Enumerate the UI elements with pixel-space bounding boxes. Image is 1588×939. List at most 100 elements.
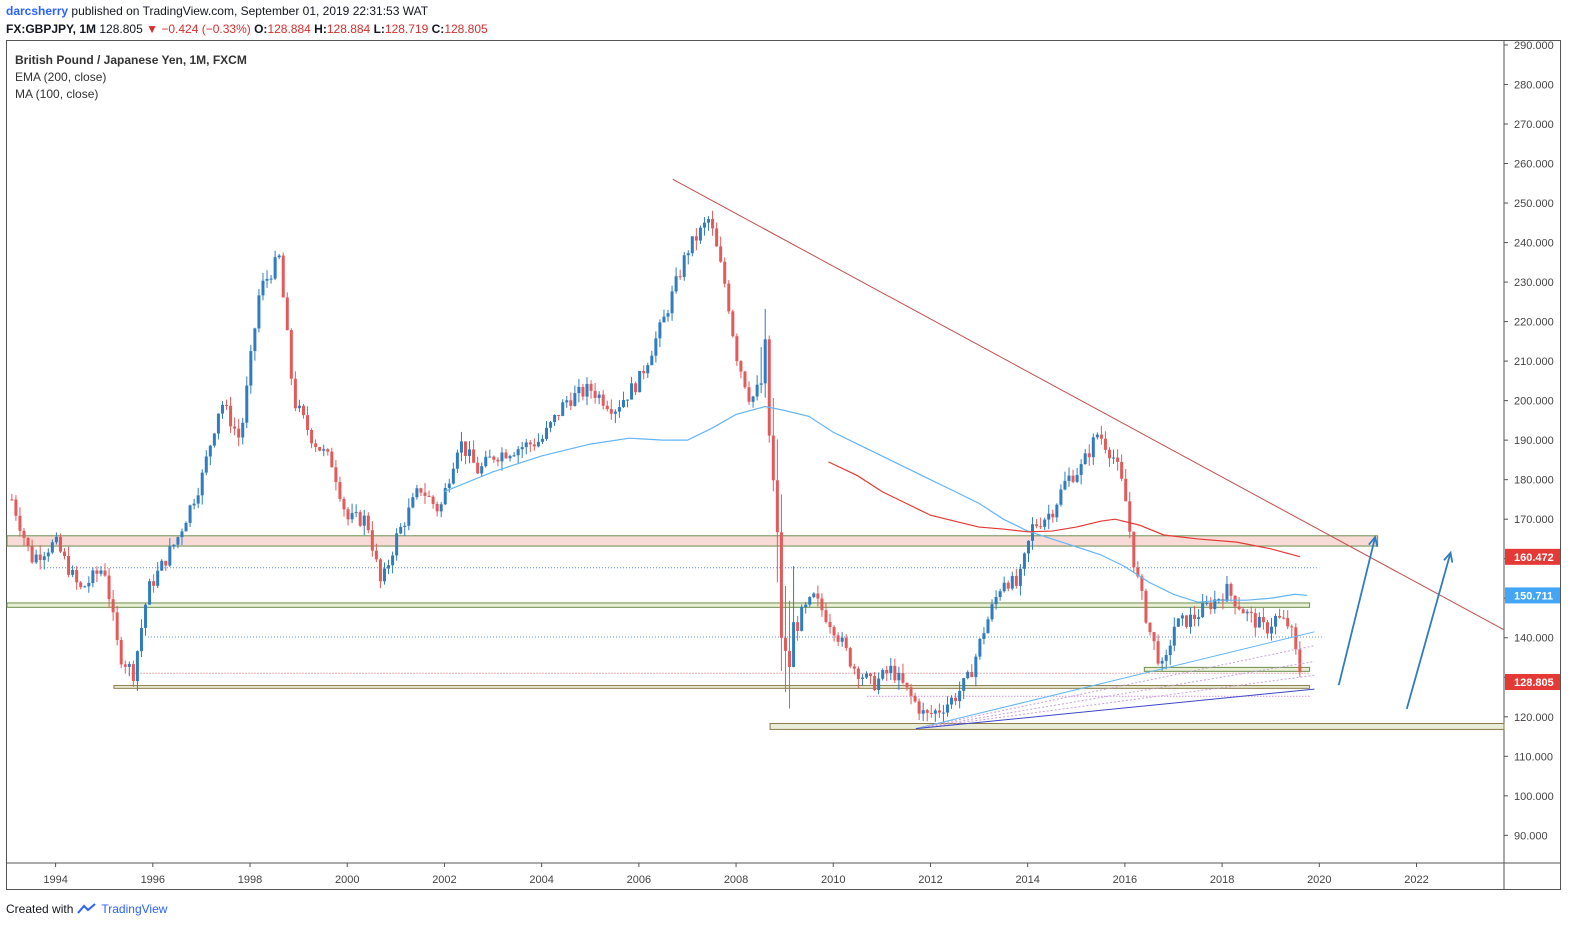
candle-down bbox=[970, 671, 974, 678]
fan-trendline bbox=[915, 688, 1315, 730]
tradingview-link[interactable]: TradingView bbox=[101, 902, 168, 916]
legend-ema[interactable]: EMA (200, close) bbox=[15, 70, 107, 84]
candle-up bbox=[1112, 457, 1116, 459]
sr-zone bbox=[1143, 666, 1311, 672]
candle-up bbox=[864, 673, 868, 678]
candle-down bbox=[1140, 576, 1144, 591]
candle-up bbox=[387, 565, 391, 569]
high-label: H: bbox=[314, 22, 327, 36]
open-label: O: bbox=[254, 22, 268, 36]
candle-down bbox=[30, 546, 34, 563]
candle-up bbox=[443, 487, 447, 505]
candle-down bbox=[735, 336, 739, 362]
candle-up bbox=[860, 677, 864, 680]
candle-up bbox=[658, 322, 662, 339]
candle-up bbox=[800, 607, 804, 631]
x-tick-label: 2012 bbox=[918, 874, 942, 886]
candle-down bbox=[330, 451, 334, 468]
candle-up bbox=[277, 255, 281, 258]
y-tick-label: 90.000 bbox=[1514, 830, 1548, 842]
y-tick-label: 210.000 bbox=[1514, 356, 1554, 368]
candle-down bbox=[67, 555, 71, 575]
candle-down bbox=[131, 664, 135, 682]
arrow-head-icon bbox=[1443, 550, 1454, 563]
candle-down bbox=[18, 515, 22, 531]
projection-arrow bbox=[1337, 536, 1377, 686]
x-tick-label: 2014 bbox=[1015, 874, 1039, 886]
candle-down bbox=[10, 499, 14, 501]
candle-up bbox=[508, 456, 512, 459]
sr-zone bbox=[113, 685, 1311, 689]
candle-up bbox=[804, 604, 808, 608]
candle-up bbox=[974, 656, 978, 678]
candle-down bbox=[293, 378, 297, 409]
author-link[interactable]: darcsherry bbox=[6, 4, 69, 18]
price-label-bg bbox=[1505, 673, 1560, 690]
candle-down bbox=[678, 276, 682, 278]
candle-down bbox=[873, 676, 877, 691]
candle-up bbox=[621, 400, 625, 408]
candle-up bbox=[188, 505, 192, 523]
y-tick-label: 100.000 bbox=[1514, 791, 1554, 803]
candle-down bbox=[848, 648, 852, 667]
candle-down bbox=[775, 480, 779, 533]
x-tick-label: 2020 bbox=[1307, 874, 1331, 886]
price-label-bg bbox=[1505, 548, 1560, 565]
low-value: 128.719 bbox=[384, 22, 429, 36]
last-price: 128.805 bbox=[99, 22, 143, 36]
candle-down bbox=[58, 536, 62, 552]
candle-down bbox=[378, 559, 382, 582]
candle-up bbox=[127, 664, 131, 667]
candle-up bbox=[1063, 480, 1067, 490]
candle-down bbox=[832, 627, 836, 636]
candle-up bbox=[646, 365, 650, 374]
candle-down bbox=[739, 361, 743, 372]
sr-zone bbox=[6, 535, 1379, 547]
candle-up bbox=[1022, 553, 1026, 569]
candle-up bbox=[1018, 568, 1022, 586]
candle-down bbox=[301, 405, 305, 416]
candle-up bbox=[921, 710, 925, 714]
chart-frame[interactable] bbox=[6, 40, 1561, 890]
created-with-text: Created with bbox=[6, 902, 74, 916]
candle-up bbox=[626, 399, 630, 401]
candle-down bbox=[1278, 615, 1282, 618]
candle-down bbox=[1229, 583, 1233, 596]
candle-up bbox=[897, 672, 901, 681]
candle-down bbox=[374, 550, 378, 560]
candle-up bbox=[447, 483, 451, 488]
high-value: 128.884 bbox=[326, 22, 371, 36]
candle-up bbox=[553, 415, 557, 423]
candle-up bbox=[156, 570, 160, 586]
candle-up bbox=[1270, 626, 1274, 634]
candle-up bbox=[1160, 660, 1164, 664]
candle-down bbox=[310, 429, 314, 444]
candle-down bbox=[1116, 457, 1120, 462]
candle-down bbox=[1152, 632, 1156, 642]
x-tick-label: 2018 bbox=[1210, 874, 1234, 886]
candle-up bbox=[484, 456, 488, 467]
candle-up bbox=[630, 383, 634, 400]
candle-down bbox=[229, 405, 233, 427]
candle-up bbox=[881, 669, 885, 679]
candle-up bbox=[536, 441, 540, 447]
candle-down bbox=[779, 532, 783, 638]
candle-up bbox=[994, 597, 998, 605]
symbol-label: FX:GBPJPY, 1M bbox=[6, 22, 97, 36]
candle-up bbox=[382, 568, 386, 582]
candle-down bbox=[796, 622, 800, 631]
ema200-line bbox=[828, 461, 1301, 558]
legend-ma[interactable]: MA (100, close) bbox=[15, 87, 99, 101]
price-label: 128.805 bbox=[1514, 677, 1554, 689]
candle-up bbox=[50, 542, 54, 553]
candle-down bbox=[893, 665, 897, 681]
candle-down bbox=[747, 387, 751, 402]
candle-down bbox=[1265, 622, 1269, 634]
candle-down bbox=[589, 383, 593, 391]
candle-down bbox=[569, 400, 573, 406]
candle-up bbox=[407, 507, 411, 526]
x-tick-label: 2006 bbox=[627, 874, 651, 886]
y-tick-label: 120.000 bbox=[1514, 712, 1554, 724]
candle-up bbox=[184, 522, 188, 532]
